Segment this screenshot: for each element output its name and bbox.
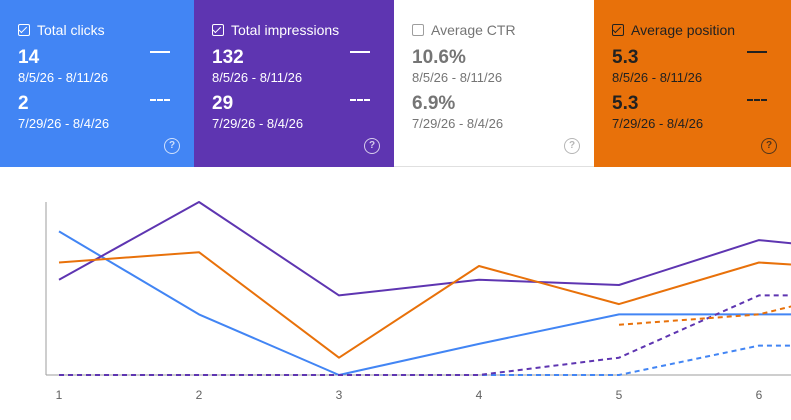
current-metric: 5.3 8/5/26 - 8/11/26 [612,47,702,86]
dashed-line-legend-icon [150,99,170,101]
x-tick-label: 6 [756,388,763,402]
checkbox-unchecked-icon[interactable] [412,24,424,36]
checkbox-checked-icon[interactable] [18,24,30,36]
previous-date-range: 7/29/26 - 8/4/26 [18,116,110,131]
previous-metric: 5.3 7/29/26 - 8/4/26 [612,93,703,132]
card-label: Average position [631,22,736,38]
card-header: Total clicks [18,20,176,40]
dashed-line-legend-icon [747,99,767,101]
card-header: Total impressions [212,20,376,40]
card-header: Average position [612,20,773,40]
x-tick-label: 5 [616,388,623,402]
help-circle-icon[interactable]: ? [761,138,777,154]
current-value: 132 [212,47,244,68]
series-line-total-clicks-previous [59,344,791,376]
series-line-average-position-current [58,251,791,359]
metric-card-total-impressions[interactable]: Total impressions 132 8/5/26 - 8/11/26 2… [194,0,394,167]
metric-card-average-ctr[interactable]: Average CTR 10.6% 8/5/26 - 8/11/26 6.9% … [394,0,594,167]
current-value: 10.6% [412,47,466,68]
metric-card-total-clicks[interactable]: Total clicks 14 8/5/26 - 8/11/26 2 7/29/… [0,0,194,167]
previous-date-range: 7/29/26 - 8/4/26 [612,116,704,131]
previous-metric: 2 7/29/26 - 8/4/26 [18,93,109,132]
previous-metric: 29 7/29/26 - 8/4/26 [212,93,303,132]
help-circle-icon[interactable]: ? [564,138,580,154]
previous-date-range: 7/29/26 - 8/4/26 [212,116,304,131]
previous-value: 2 [18,93,29,114]
x-tick-label: 3 [336,388,343,402]
current-metric: 10.6% 8/5/26 - 8/11/26 [412,47,502,86]
x-tick-label: 2 [196,388,203,402]
current-date-range: 8/5/26 - 8/11/26 [18,70,109,85]
current-metric: 14 8/5/26 - 8/11/26 [18,47,108,86]
previous-value: 5.3 [612,93,639,114]
series-line-total-impressions-current [58,201,791,297]
previous-metric: 6.9% 7/29/26 - 8/4/26 [412,93,503,132]
current-metric: 132 8/5/26 - 8/11/26 [212,47,302,86]
series-line-total-clicks-current [58,230,791,376]
checkbox-checked-icon[interactable] [612,24,624,36]
help-circle-icon[interactable]: ? [164,138,180,154]
performance-line-chart: 1 2 3 4 5 6 [45,201,791,402]
solid-line-legend-icon [350,51,370,53]
card-label: Total impressions [231,22,340,38]
current-date-range: 8/5/26 - 8/11/26 [412,70,503,85]
previous-value: 6.9% [412,93,456,114]
checkbox-checked-icon[interactable] [212,24,224,36]
current-value: 5.3 [612,47,639,68]
card-header: Average CTR [412,20,576,40]
dashed-line-legend-icon [350,99,370,101]
card-label: Total clicks [37,22,105,38]
series-line-total-impressions-previous [59,294,791,376]
metric-cards: Total clicks 14 8/5/26 - 8/11/26 2 7/29/… [0,0,791,167]
current-date-range: 8/5/26 - 8/11/26 [612,70,703,85]
previous-date-range: 7/29/26 - 8/4/26 [412,116,504,131]
solid-line-legend-icon [150,51,170,53]
solid-line-legend-icon [747,51,767,53]
metric-card-average-position[interactable]: Average position 5.3 8/5/26 - 8/11/26 5.… [594,0,791,167]
card-label: Average CTR [431,22,516,38]
x-tick-label: 1 [56,388,63,402]
current-date-range: 8/5/26 - 8/11/26 [212,70,303,85]
series-line-average-position-previous [618,305,791,326]
performance-chart: 1 2 3 4 5 6 [0,167,791,415]
current-value: 14 [18,47,40,68]
help-circle-icon[interactable]: ? [364,138,380,154]
x-tick-label: 4 [476,388,483,402]
previous-value: 29 [212,93,234,114]
